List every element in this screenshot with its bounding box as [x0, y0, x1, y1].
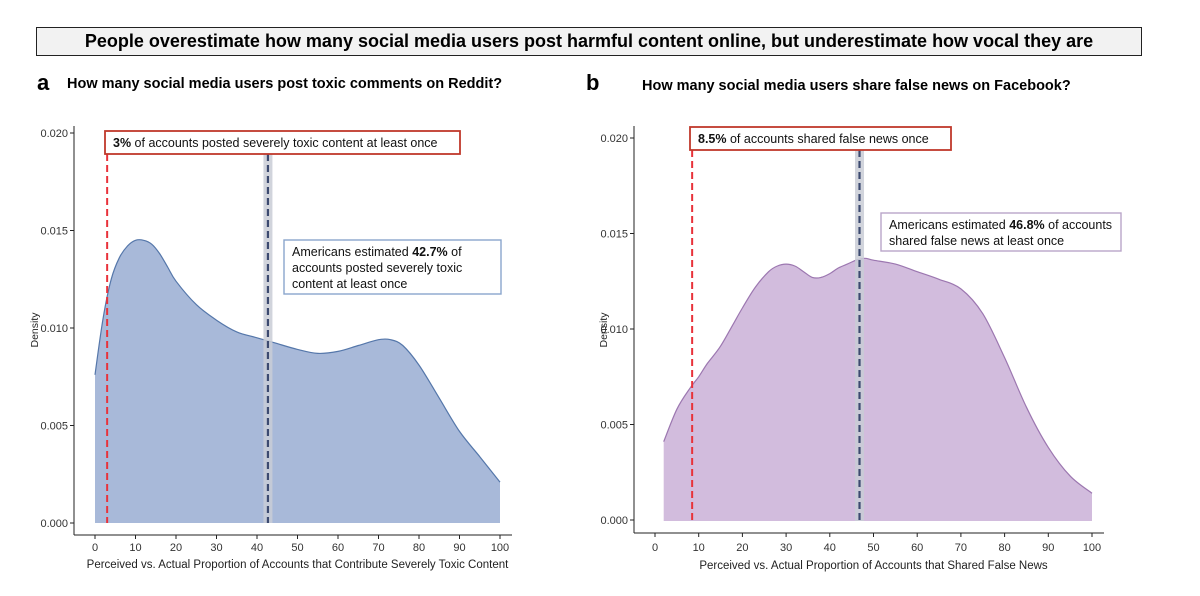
reddit-estimate-band	[263, 154, 273, 523]
facebook-estimate-note-line1: Americans estimated 46.8% of accounts	[889, 218, 1112, 232]
facebook-x-tick-label: 70	[955, 542, 967, 554]
panel-b-title: How many social media users share false …	[642, 78, 1071, 94]
reddit-x-tick-label: 0	[92, 542, 98, 554]
facebook-x-axis-label: Perceived vs. Actual Proportion of Accou…	[699, 560, 1048, 572]
reddit-x-tick-label: 70	[372, 542, 384, 554]
reddit-x-tick-label: 40	[251, 542, 263, 554]
reddit-actual-note-value: 3%	[113, 136, 131, 150]
facebook-x-tick-label: 80	[998, 542, 1010, 554]
reddit-x-tick-label: 60	[332, 542, 344, 554]
reddit-estimate-note-suffix: of	[448, 245, 462, 259]
reddit-estimate-note-line3: content at least once	[292, 277, 407, 291]
figure-headline: People overestimate how many social medi…	[36, 27, 1142, 56]
facebook-actual-note-text: of accounts shared false news once	[727, 132, 929, 146]
facebook-x-tick-label: 90	[1042, 542, 1054, 554]
reddit-x-tick-label: 10	[129, 542, 141, 554]
reddit-y-axis-label: Density	[29, 312, 41, 348]
reddit-y-tick-label: 0.005	[40, 421, 68, 433]
panel-a-letter: a	[37, 70, 50, 95]
facebook-y-tick-label: 0.010	[600, 324, 628, 336]
facebook-y-tick-label: 0.005	[600, 420, 628, 432]
facebook-estimate-note-suffix: of accounts	[1045, 218, 1112, 232]
facebook-estimate-note-box	[880, 212, 1122, 252]
reddit-actual-note: 3% of accounts posted severely toxic con…	[113, 136, 438, 150]
reddit-x-axis-label: Perceived vs. Actual Proportion of Accou…	[87, 559, 509, 571]
reddit-x-tick-label: 20	[170, 542, 182, 554]
facebook-y-tick-label: 0.020	[600, 133, 628, 145]
panel-b-letter: b	[586, 70, 600, 95]
reddit-estimate-note-bold: 42.7%	[412, 245, 447, 259]
facebook-x-tick-label: 50	[867, 542, 879, 554]
reddit-density-line	[94, 239, 501, 483]
reddit-x-tick-label: 90	[453, 542, 465, 554]
facebook-x-tick-label: 30	[780, 542, 792, 554]
reddit-estimate-note-box	[283, 239, 502, 295]
facebook-actual-note-value: 8.5%	[698, 132, 727, 146]
reddit-y-tick-label: 0.015	[40, 226, 68, 238]
reddit-actual-note-box	[104, 130, 461, 155]
reddit-estimate-note-prefix: Americans estimated	[292, 245, 412, 259]
reddit-estimate-note-line2: accounts posted severely toxic	[292, 261, 462, 275]
facebook-x-tick-label: 10	[693, 542, 705, 554]
facebook-estimate-band	[855, 150, 865, 521]
reddit-x-tick-label: 100	[491, 542, 509, 554]
facebook-actual-note: 8.5% of accounts shared false news once	[698, 132, 929, 146]
panel-a-title: How many social media users post toxic c…	[67, 76, 503, 92]
reddit-y-tick-label: 0.020	[40, 128, 68, 140]
reddit-x-tick-label: 50	[291, 542, 303, 554]
facebook-y-tick-label: 0.015	[600, 229, 628, 241]
facebook-actual-note-box	[689, 126, 952, 151]
reddit-x-tick-label: 80	[413, 542, 425, 554]
facebook-x-tick-label: 0	[652, 542, 658, 554]
facebook-x-tick-label: 60	[911, 542, 923, 554]
reddit-chart-group: 0.000 0.005 0.010 0.015 0.020 0 10 20 30 40 50 60 70…	[29, 126, 512, 571]
facebook-density-line	[663, 257, 1093, 494]
facebook-estimate-note-prefix: Americans estimated	[889, 218, 1009, 232]
reddit-estimate-note-line1: Americans estimated 42.7% of	[292, 245, 462, 259]
facebook-estimate-note-bold: 46.8%	[1009, 218, 1044, 232]
reddit-y-tick-label: 0.000	[40, 518, 68, 530]
facebook-density-area	[663, 258, 1092, 521]
reddit-actual-note-text: of accounts posted severely toxic conten…	[131, 136, 437, 150]
facebook-x-tick-label: 40	[824, 542, 836, 554]
facebook-y-axis-label: Density	[598, 312, 610, 348]
facebook-x-tick-label: 100	[1083, 542, 1101, 554]
reddit-x-tick-label: 30	[210, 542, 222, 554]
facebook-chart-group: 0.000 0.005 0.010 0.015 0.020 0 10 20 30 40 50 60 70…	[598, 126, 1122, 572]
reddit-density-area	[95, 239, 500, 524]
facebook-y-tick-label: 0.000	[600, 515, 628, 527]
reddit-y-tick-label: 0.010	[40, 323, 68, 335]
facebook-estimate-note-line2: shared false news at least once	[889, 234, 1064, 248]
facebook-x-tick-label: 20	[736, 542, 748, 554]
